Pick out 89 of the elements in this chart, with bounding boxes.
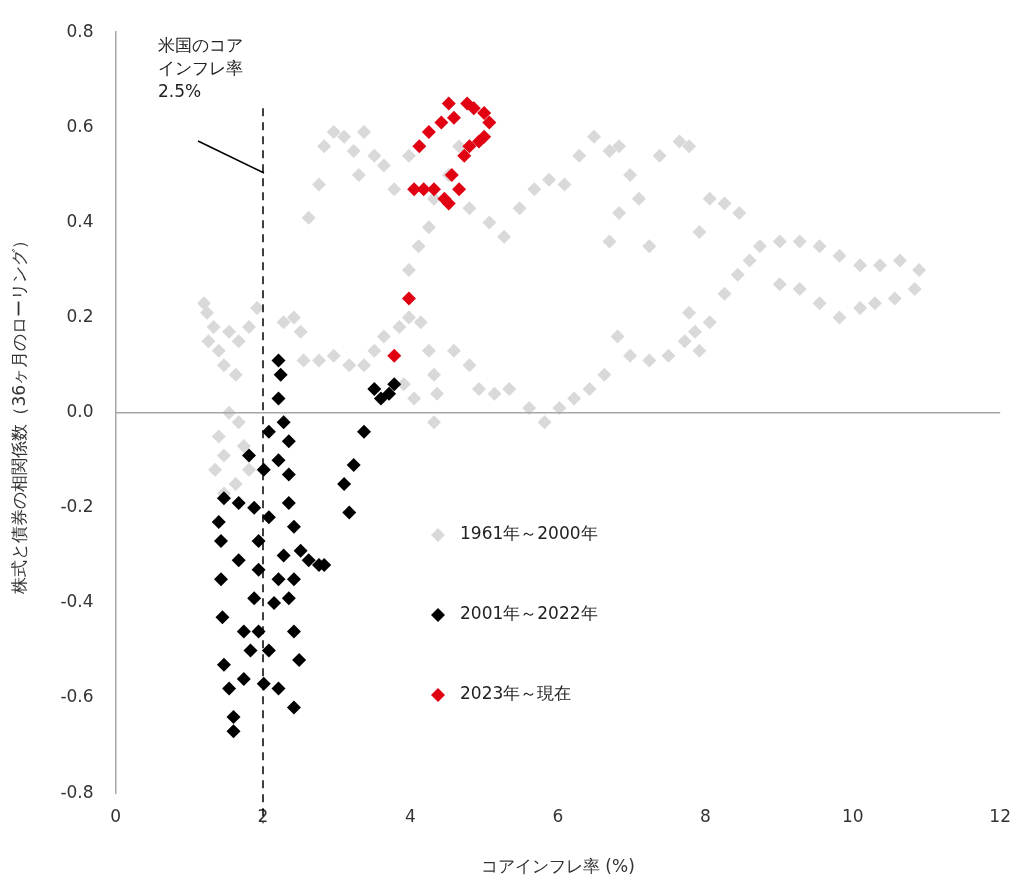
- point: [226, 724, 241, 739]
- x-axis-title: コアインフレ率 (%): [480, 856, 635, 877]
- point: [346, 458, 361, 473]
- point: [342, 505, 357, 520]
- y-tick-label: 0.4: [66, 210, 94, 231]
- point: [373, 391, 388, 406]
- point: [401, 291, 416, 306]
- point: [281, 467, 296, 482]
- point: [301, 553, 316, 568]
- point: [213, 572, 228, 587]
- point: [251, 534, 266, 549]
- y-tick-label: -0.2: [60, 496, 94, 517]
- y-tick-label: -0.8: [60, 781, 94, 802]
- point: [271, 353, 286, 368]
- y-tick-label: -0.6: [60, 686, 94, 707]
- point: [293, 543, 308, 558]
- point: [286, 572, 301, 587]
- y-tick-label: 0.0: [66, 401, 94, 422]
- point: [477, 129, 492, 144]
- point: [276, 548, 291, 563]
- point: [271, 681, 286, 696]
- point: [292, 653, 307, 668]
- x-tick-label: 6: [552, 805, 564, 826]
- point: [412, 139, 427, 154]
- point: [215, 610, 230, 625]
- point: [457, 148, 472, 163]
- point: [251, 562, 266, 577]
- ref-line-label: 米国のコアインフレ率 2.5%: [158, 35, 244, 102]
- point: [477, 106, 492, 121]
- point: [271, 391, 286, 406]
- point: [421, 125, 436, 140]
- point: [466, 101, 481, 116]
- point: [236, 624, 251, 639]
- y-axis-title: 株式と債券の相関係数（36ヶ月のローリング）: [8, 231, 29, 595]
- point: [247, 591, 262, 606]
- x-tick-label: 0: [110, 805, 121, 826]
- y-tick-label: -0.4: [60, 591, 94, 612]
- point: [367, 381, 382, 396]
- x-tick-label: 10: [841, 805, 864, 826]
- point: [416, 182, 431, 197]
- point: [281, 591, 296, 606]
- point: [216, 657, 231, 672]
- point: [216, 491, 231, 506]
- point: [231, 553, 246, 568]
- point: [441, 196, 456, 211]
- legend-label: 2001年～2022年: [460, 603, 598, 624]
- point: [382, 386, 397, 401]
- point: [281, 434, 296, 449]
- x-tick-label: 12: [989, 805, 1011, 826]
- point: [286, 624, 301, 639]
- point: [226, 710, 241, 725]
- legend-label: 2023年～現在: [460, 683, 572, 704]
- point: [222, 681, 237, 696]
- point: [427, 182, 442, 197]
- point: [387, 377, 402, 392]
- point: [211, 515, 226, 530]
- point: [231, 496, 246, 511]
- point: [267, 595, 282, 610]
- point: [261, 510, 276, 525]
- point: [286, 519, 301, 534]
- point: [446, 110, 461, 125]
- point: [387, 348, 402, 363]
- point: [434, 115, 449, 130]
- point: [482, 115, 497, 130]
- x-tick-label: 8: [699, 805, 711, 826]
- y-tick-label: 0.8: [66, 20, 94, 41]
- y-tick-label: 0.2: [66, 306, 94, 326]
- x-tick-label: 4: [405, 805, 416, 826]
- point: [213, 534, 228, 549]
- point: [261, 643, 276, 658]
- point: [247, 500, 262, 515]
- point: [441, 96, 456, 111]
- point: [273, 367, 288, 382]
- point: [243, 643, 258, 658]
- point: [357, 424, 371, 439]
- point: [271, 453, 286, 468]
- point: [271, 572, 286, 587]
- legend-label: 1961年～2000年: [460, 523, 598, 544]
- y-tick-label: 0.6: [66, 115, 94, 136]
- point: [242, 448, 256, 463]
- point: [337, 477, 352, 492]
- x-tick-label: 2: [257, 805, 269, 826]
- point: [452, 182, 467, 197]
- point: [281, 496, 296, 511]
- point: [462, 139, 477, 154]
- point: [286, 700, 301, 715]
- point: [276, 415, 291, 430]
- point: [261, 424, 276, 439]
- point: [236, 672, 251, 687]
